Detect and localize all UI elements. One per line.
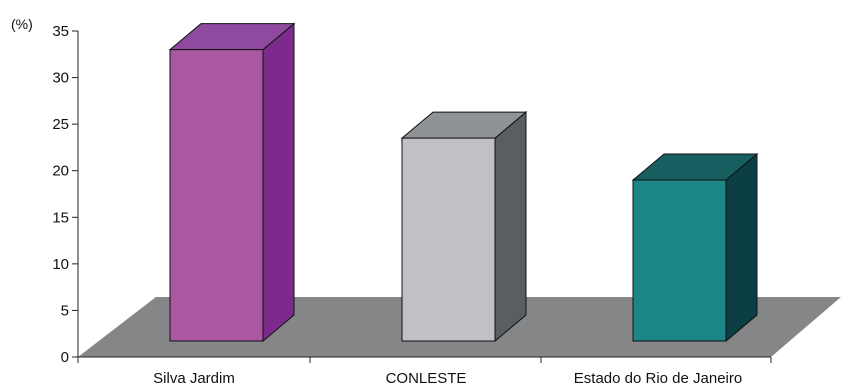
y-tick-label: 10 [52,256,69,273]
bar-3 [631,152,759,343]
bar-front-face [401,137,496,342]
x-category-label: Estado do Rio de Janeiro [574,370,742,387]
y-tick-label: 0 [61,349,69,366]
bar-front-face [632,179,727,342]
labels-layer: 0 5 10 15 20 25 30 35 Silva Jardim CONLESTE Estado… [52,23,742,387]
y-axis-layer [72,30,772,363]
bar-2 [400,111,528,343]
bar-side-face [725,152,758,343]
bar-side-face [494,111,527,343]
y-tick-label: 25 [52,116,69,133]
y-tick-label: 35 [52,23,69,40]
bar-side-face [262,22,295,343]
bar-1 [168,22,296,343]
y-tick-label: 15 [52,209,69,226]
y-axis-unit-label: (%) [11,16,33,32]
y-tick-label: 30 [52,70,69,87]
bars-layer [168,22,759,343]
x-category-label: Silva Jardim [153,370,235,387]
y-tick-label: 5 [61,302,69,319]
bar-front-face [169,49,264,342]
x-category-label: CONLESTE [386,370,467,387]
y-tick-label: 20 [52,163,69,180]
